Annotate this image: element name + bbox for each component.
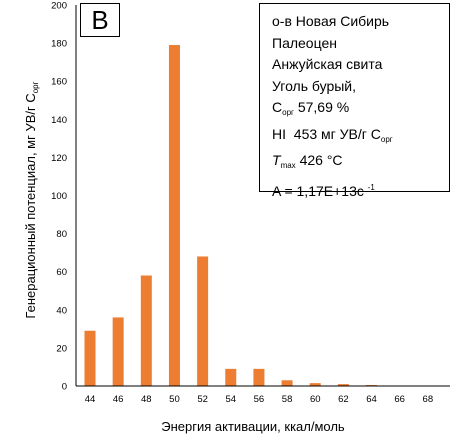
x-tick-label: 50 <box>169 394 180 405</box>
info-tmax: Tmax 426 °C <box>272 150 449 177</box>
info-hi: HI 453 мг УВ/г Cорг <box>272 124 449 151</box>
bar-56 <box>253 368 265 386</box>
x-tick-label: 58 <box>282 394 293 405</box>
bar-52 <box>197 256 209 386</box>
tmax-symbol: T <box>272 152 281 168</box>
x-tick-label: 62 <box>338 394 349 405</box>
x-axis-title: Энергия активации, ккал/моль <box>161 419 345 434</box>
x-tick-label: 52 <box>197 394 208 405</box>
y-tick-label: 140 <box>51 115 67 126</box>
a-sup: -1 <box>367 182 375 192</box>
y-axis-title-main: Генерационный потенциал, мг УВ/г C <box>23 93 38 318</box>
hi-sub: орг <box>380 134 393 144</box>
y-tick-label: 0 <box>62 382 67 393</box>
hi-value: 453 мг УВ/г C <box>293 125 381 142</box>
y-tick-label: 60 <box>56 267 67 278</box>
bar-series <box>84 45 378 386</box>
panel-label: B <box>80 3 120 37</box>
tmax-value: 426 °C <box>299 152 343 168</box>
x-tick-label: 60 <box>310 394 321 405</box>
y-tick-label: 180 <box>51 39 67 50</box>
y-axis-title: Генерационный потенциал, мг УВ/г Cорг <box>23 81 40 318</box>
bar-44 <box>84 330 96 386</box>
info-material: Уголь бурый, <box>272 77 357 94</box>
bar-48 <box>140 275 152 386</box>
x-tick-label: 48 <box>141 394 152 405</box>
y-tick-labels: 0 20 40 60 80 100 120 140 160 180 200 <box>51 1 67 393</box>
bar-62 <box>337 384 349 386</box>
x-tick-label: 44 <box>85 394 96 405</box>
corg-sub: орг <box>282 108 294 117</box>
x-tick-label: 64 <box>366 394 377 405</box>
y-tick-label: 80 <box>56 229 67 240</box>
x-tick-label: 46 <box>113 394 124 405</box>
y-axis-title-sub: орг <box>31 81 40 93</box>
bar-54 <box>225 368 237 386</box>
info-a: A = 1,17E+13c -1 <box>272 177 449 203</box>
bar-58 <box>281 380 293 386</box>
info-corg: Cорг 57,69 % <box>272 97 449 124</box>
y-tick-label: 20 <box>56 343 67 354</box>
y-tick-label: 200 <box>51 1 67 12</box>
info-location: о-в Новая Сибирь <box>272 13 390 29</box>
x-tick-label: 66 <box>394 394 405 405</box>
x-tick-label: 54 <box>225 394 236 405</box>
hi-symbol: HI <box>272 125 286 142</box>
corg-symbol: C <box>272 99 283 115</box>
x-tick-labels: 44 46 48 50 52 54 56 58 60 62 64 66 68 <box>85 394 433 405</box>
a-text: A = 1,17E+13c <box>272 182 364 199</box>
x-tick-label: 56 <box>254 394 265 405</box>
info-formation: Анжуйская свита <box>272 56 383 72</box>
info-age: Палеоцен <box>272 34 337 51</box>
bar-60 <box>309 383 321 386</box>
corg-value: 57,69 % <box>297 99 350 115</box>
bar-46 <box>112 317 124 386</box>
x-tick-label: 68 <box>423 394 434 405</box>
bar-50 <box>168 45 180 386</box>
y-tick-label: 100 <box>51 191 67 202</box>
y-tick-label: 120 <box>51 153 67 164</box>
tmax-sub: max <box>280 161 296 170</box>
sample-info-box: о-в Новая Сибирь Палеоцен Анжуйская свит… <box>259 3 450 199</box>
y-tick-label: 160 <box>51 77 67 88</box>
y-tick-label: 40 <box>56 305 67 316</box>
